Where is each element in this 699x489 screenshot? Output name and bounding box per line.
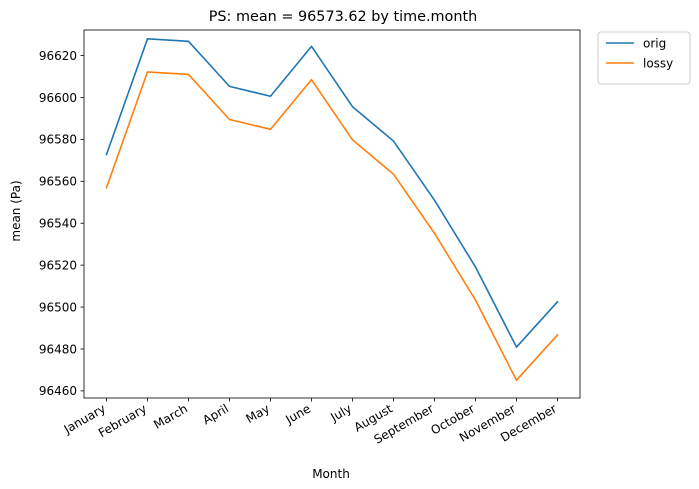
- x-tick-label: March: [151, 401, 190, 431]
- y-tick-label: 96500: [39, 300, 77, 314]
- y-tick-label: 96600: [39, 91, 77, 105]
- legend-box: [597, 31, 691, 85]
- x-axis-label: Month: [312, 467, 350, 481]
- x-tick-label: June: [282, 401, 313, 427]
- x-tick-label: May: [244, 401, 272, 426]
- plot-area: [83, 29, 581, 399]
- series-line-orig: [105, 37, 559, 348]
- legend: orig lossy: [597, 31, 691, 85]
- x-tick-label: April: [200, 401, 231, 427]
- chart-title: PS: mean = 96573.62 by time.month: [209, 9, 478, 25]
- y-tick-label: 96620: [39, 49, 77, 63]
- plot-frame: [83, 29, 581, 399]
- y-axis-label: mean (Pa): [9, 180, 23, 241]
- y-tick-label: 96460: [39, 384, 77, 398]
- legend-label-lossy: lossy: [643, 56, 673, 70]
- series-lines: [105, 37, 559, 381]
- y-tick-label: 96480: [39, 342, 77, 356]
- y-tick-label: 96520: [39, 258, 77, 272]
- series-line-lossy: [105, 71, 559, 381]
- x-tick-label: July: [327, 401, 354, 424]
- y-tick-label: 96560: [39, 175, 77, 189]
- y-axis: 96460 96480 96500 96520 96540 96560 96580 96600…: [39, 49, 84, 398]
- y-tick-label: 96580: [39, 133, 77, 147]
- y-tick-label: 96540: [39, 217, 77, 231]
- legend-label-orig: orig: [643, 36, 666, 50]
